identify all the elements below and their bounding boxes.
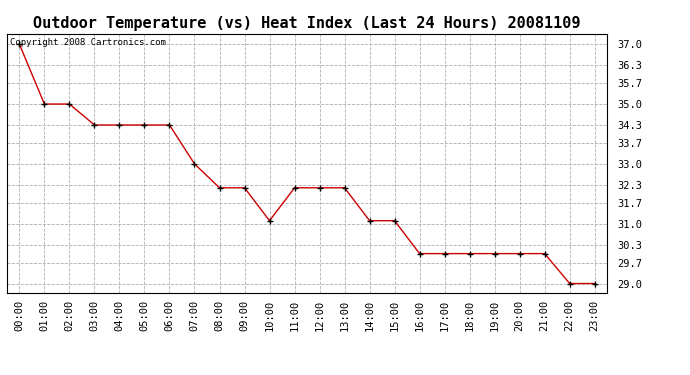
Text: Copyright 2008 Cartronics.com: Copyright 2008 Cartronics.com — [10, 38, 166, 46]
Title: Outdoor Temperature (vs) Heat Index (Last 24 Hours) 20081109: Outdoor Temperature (vs) Heat Index (Las… — [33, 16, 581, 31]
